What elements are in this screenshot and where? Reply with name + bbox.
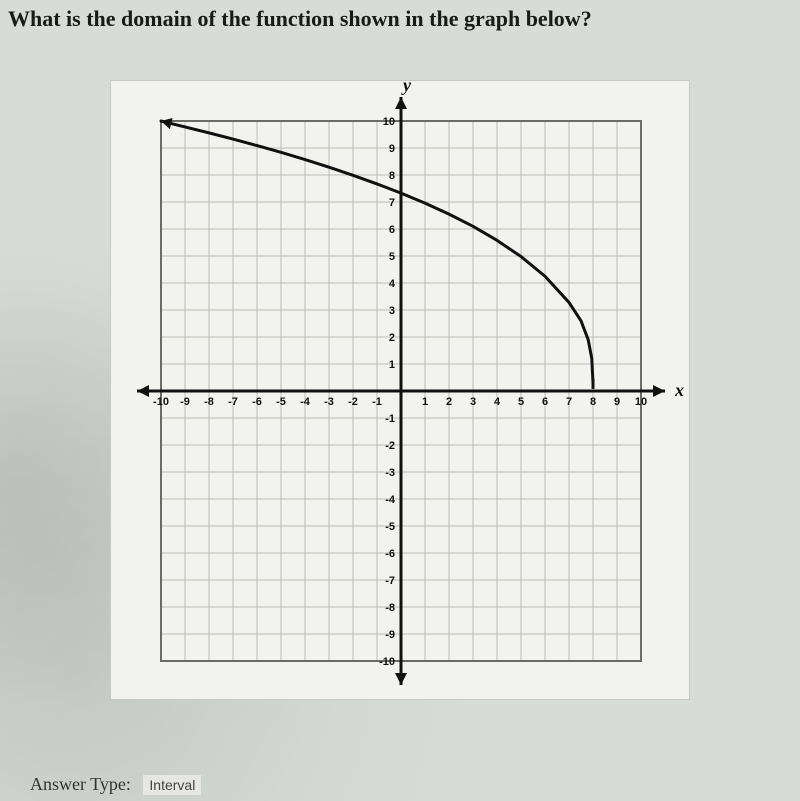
svg-text:-10: -10 — [153, 396, 169, 408]
svg-text:2: 2 — [389, 332, 395, 344]
svg-text:1: 1 — [389, 359, 395, 371]
svg-text:-7: -7 — [228, 396, 238, 408]
svg-text:3: 3 — [389, 305, 395, 317]
svg-text:9: 9 — [614, 396, 620, 408]
svg-text:-3: -3 — [385, 467, 395, 479]
svg-text:5: 5 — [518, 396, 524, 408]
svg-text:-3: -3 — [324, 396, 334, 408]
svg-text:-2: -2 — [385, 440, 395, 452]
svg-text:-6: -6 — [385, 548, 395, 560]
svg-text:3: 3 — [470, 396, 476, 408]
svg-text:4: 4 — [389, 278, 396, 290]
svg-text:8: 8 — [389, 170, 395, 182]
svg-text:9: 9 — [389, 143, 395, 155]
svg-text:-7: -7 — [385, 575, 395, 587]
svg-text:1: 1 — [422, 396, 428, 408]
svg-text:-9: -9 — [180, 396, 190, 408]
graph-panel: -10 -9 -8 -7 -6 -5 -4 -3 -2 -1 1 2 3 4 5 6 7 8 9 10 -10 -9 -8 -… — [110, 80, 690, 700]
svg-text:-5: -5 — [385, 521, 395, 533]
svg-text:-5: -5 — [276, 396, 286, 408]
answer-type-value[interactable]: Interval — [143, 775, 201, 795]
svg-text:2: 2 — [446, 396, 452, 408]
svg-text:-9: -9 — [385, 629, 395, 641]
svg-text:x: x — [674, 380, 684, 400]
svg-text:10: 10 — [635, 396, 647, 408]
svg-text:-2: -2 — [348, 396, 358, 408]
svg-text:y: y — [401, 81, 412, 95]
svg-text:-10: -10 — [379, 656, 395, 668]
svg-text:4: 4 — [494, 396, 501, 408]
answer-type-row: Answer Type: Interval — [30, 774, 201, 795]
svg-text:8: 8 — [590, 396, 596, 408]
svg-text:-4: -4 — [385, 494, 396, 506]
question-text: What is the domain of the function shown… — [8, 6, 592, 32]
svg-text:-1: -1 — [385, 413, 395, 425]
svg-text:-8: -8 — [385, 602, 395, 614]
svg-text:-6: -6 — [252, 396, 262, 408]
svg-text:5: 5 — [389, 251, 395, 263]
answer-type-label: Answer Type: — [30, 774, 131, 794]
svg-text:-4: -4 — [300, 396, 311, 408]
svg-text:6: 6 — [389, 224, 395, 236]
svg-text:7: 7 — [566, 396, 572, 408]
svg-text:10: 10 — [383, 116, 395, 128]
svg-text:7: 7 — [389, 197, 395, 209]
coordinate-plane: -10 -9 -8 -7 -6 -5 -4 -3 -2 -1 1 2 3 4 5 6 7 8 9 10 -10 -9 -8 -… — [111, 81, 691, 701]
svg-text:-8: -8 — [204, 396, 214, 408]
svg-text:6: 6 — [542, 396, 548, 408]
svg-text:-1: -1 — [372, 396, 382, 408]
